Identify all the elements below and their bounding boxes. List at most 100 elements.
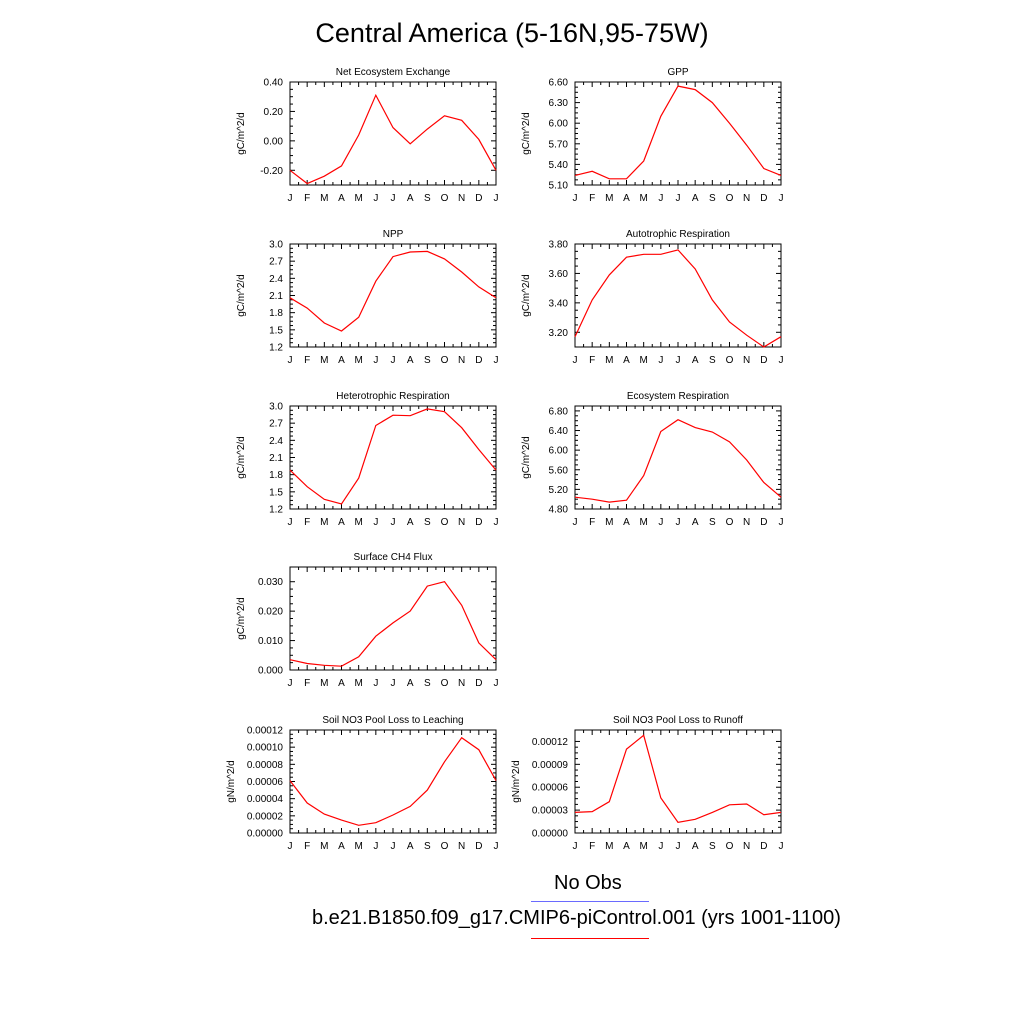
x-tick-label: D <box>760 355 767 366</box>
panel-title: Ecosystem Respiration <box>627 391 729 402</box>
x-tick-label: M <box>320 678 328 689</box>
x-tick-label: D <box>475 355 482 366</box>
y-tick-label: 0.030 <box>258 577 283 588</box>
x-tick-label: J <box>676 517 681 528</box>
y-axis-label: gC/m^2/d <box>236 436 247 479</box>
x-tick-label: J <box>676 193 681 204</box>
y-tick-label: 3.0 <box>269 240 283 251</box>
x-tick-label: A <box>623 355 630 366</box>
x-tick-label: J <box>391 355 396 366</box>
panel-title: Net Ecosystem Exchange <box>336 67 451 78</box>
y-tick-label: 1.5 <box>269 325 283 336</box>
panel-title: Soil NO3 Pool Loss to Runoff <box>613 715 743 726</box>
x-tick-label: J <box>288 841 293 852</box>
x-tick-label: J <box>658 355 663 366</box>
x-tick-label: M <box>639 193 647 204</box>
y-axis-label: gN/m^2/d <box>511 760 522 803</box>
x-tick-label: S <box>424 355 431 366</box>
x-tick-label: D <box>760 517 767 528</box>
x-tick-label: M <box>354 517 362 528</box>
x-tick-label: J <box>573 841 578 852</box>
y-tick-label: 5.10 <box>549 181 569 192</box>
x-tick-label: A <box>407 517 414 528</box>
x-tick-label: J <box>658 193 663 204</box>
legend-obs-label: No Obs <box>554 872 622 894</box>
x-tick-label: S <box>709 517 716 528</box>
x-tick-label: J <box>573 193 578 204</box>
x-tick-label: A <box>692 841 699 852</box>
series-line <box>289 250 497 332</box>
plot-frame <box>574 405 782 510</box>
y-tick-label: 5.20 <box>549 485 569 496</box>
series-line <box>574 85 782 180</box>
y-axis-label: gC/m^2/d <box>521 274 532 317</box>
x-tick-label: J <box>494 841 499 852</box>
y-axis-label: gC/m^2/d <box>236 597 247 640</box>
x-tick-label: M <box>639 355 647 366</box>
plot-frame <box>574 243 782 348</box>
y-tick-label: 0.020 <box>258 607 283 618</box>
x-tick-label: N <box>458 355 465 366</box>
y-tick-label: 0.00009 <box>532 760 569 771</box>
x-tick-label: J <box>391 678 396 689</box>
y-tick-label: 1.8 <box>269 470 283 481</box>
legend-obs-line <box>531 901 649 902</box>
y-tick-label: 6.30 <box>549 98 569 109</box>
x-tick-label: S <box>424 517 431 528</box>
x-tick-label: A <box>623 517 630 528</box>
x-tick-label: N <box>743 193 750 204</box>
x-tick-label: M <box>639 841 647 852</box>
panel-title: Soil NO3 Pool Loss to Leaching <box>322 715 463 726</box>
x-tick-label: M <box>354 355 362 366</box>
y-tick-label: 0.000 <box>258 666 283 677</box>
x-tick-label: J <box>573 355 578 366</box>
y-tick-label: 6.80 <box>549 406 569 417</box>
x-tick-label: A <box>407 355 414 366</box>
x-tick-label: F <box>304 355 310 366</box>
x-tick-label: J <box>288 517 293 528</box>
y-tick-label: 3.40 <box>549 298 569 309</box>
x-tick-label: S <box>424 678 431 689</box>
x-tick-label: A <box>692 355 699 366</box>
x-tick-label: J <box>373 678 378 689</box>
x-tick-label: M <box>354 841 362 852</box>
y-tick-label: 2.1 <box>269 291 283 302</box>
y-tick-label: 0.00006 <box>532 783 569 794</box>
panel-title: NPP <box>383 229 404 240</box>
x-tick-label: M <box>320 193 328 204</box>
x-tick-label: F <box>304 841 310 852</box>
y-tick-label: 5.70 <box>549 139 569 150</box>
y-tick-label: 0.00000 <box>532 829 569 840</box>
y-tick-label: 6.60 <box>549 78 569 89</box>
x-tick-label: D <box>760 193 767 204</box>
x-tick-label: M <box>320 841 328 852</box>
y-tick-label: 3.20 <box>549 328 569 339</box>
x-tick-label: J <box>779 355 784 366</box>
x-tick-label: J <box>779 517 784 528</box>
panel-title: Surface CH4 Flux <box>354 552 433 563</box>
y-tick-label: 1.5 <box>269 487 283 498</box>
y-tick-label: 2.7 <box>269 419 283 430</box>
series-line <box>574 419 782 503</box>
plot-frame <box>574 729 782 834</box>
x-tick-label: J <box>676 355 681 366</box>
y-tick-label: 0.00002 <box>247 811 284 822</box>
x-tick-label: J <box>373 193 378 204</box>
x-tick-label: M <box>605 355 613 366</box>
y-axis-label: gC/m^2/d <box>236 274 247 317</box>
x-tick-label: N <box>458 517 465 528</box>
x-tick-label: J <box>373 355 378 366</box>
y-tick-label: 0.00000 <box>247 829 284 840</box>
x-tick-label: D <box>760 841 767 852</box>
x-tick-label: J <box>573 517 578 528</box>
x-tick-label: N <box>458 678 465 689</box>
x-tick-label: O <box>726 517 734 528</box>
x-tick-label: J <box>373 517 378 528</box>
x-tick-label: A <box>692 193 699 204</box>
